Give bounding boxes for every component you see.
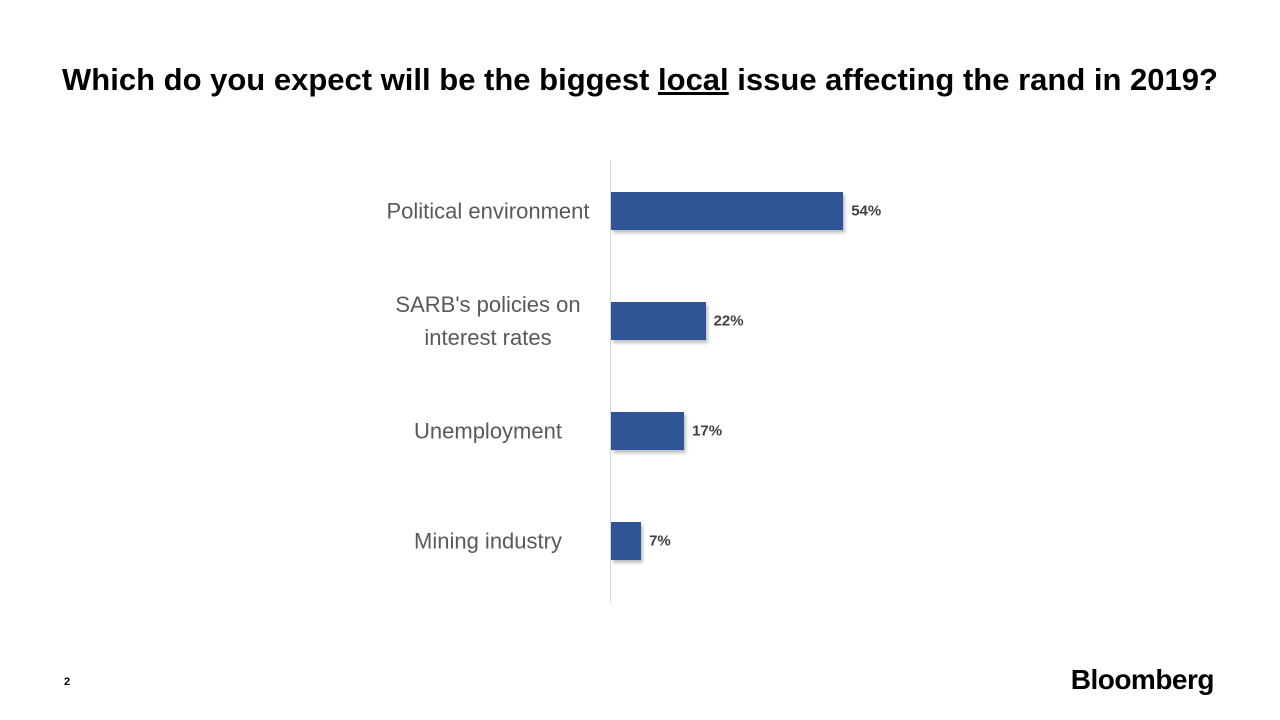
title-part: issue affecting the rand in 2019? [737,62,1218,97]
brand-logo: Bloomberg [1070,664,1215,695]
value-label: 22% [713,312,744,330]
value-label: 17% [692,422,723,440]
category-label: Political environment [386,198,590,224]
bar [611,302,706,340]
category-label: SARB's policies on interest rates [395,292,581,350]
title-part: Which do you expect will be the biggest [62,62,650,97]
bar [611,192,844,230]
value-label: 7% [649,532,671,550]
category-label: Mining industry [414,528,562,554]
value-label: 54% [851,202,882,220]
page-number: 2 [64,676,71,688]
chart-title: Which do you expect will be the biggest … [0,62,1280,98]
category-axis [610,160,611,602]
category-label: Unemployment [414,418,562,444]
bar [611,412,685,450]
bar [611,522,642,560]
title-emphasis: local [658,62,729,97]
